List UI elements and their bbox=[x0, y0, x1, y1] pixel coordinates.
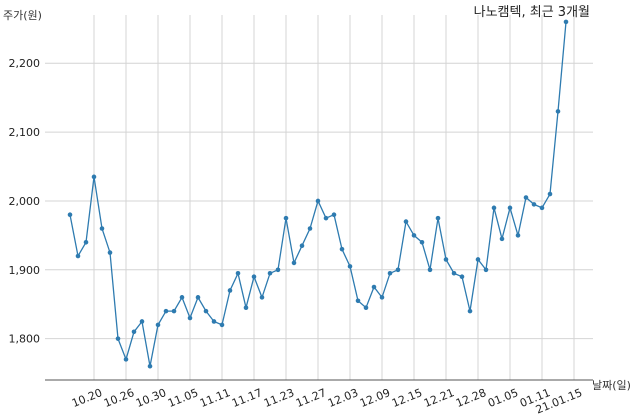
x-tick-labels: 10.2010.2610.3011.0511.1111.1711.2311.27… bbox=[70, 386, 584, 416]
x-tick-label: 11.23 bbox=[262, 386, 296, 410]
y-axis-label: 주가(원) bbox=[3, 9, 42, 22]
data-point bbox=[83, 239, 89, 245]
data-point bbox=[451, 270, 457, 276]
data-point bbox=[395, 267, 401, 273]
data-point bbox=[75, 253, 81, 259]
data-point bbox=[483, 267, 489, 273]
grid bbox=[45, 15, 593, 380]
x-tick-label: 12.03 bbox=[326, 386, 360, 410]
data-point bbox=[331, 212, 337, 218]
data-point bbox=[539, 205, 545, 211]
x-tick-label: 10.20 bbox=[70, 386, 104, 410]
data-point bbox=[355, 298, 361, 304]
data-point bbox=[91, 174, 97, 180]
y-tick-label: 2,200 bbox=[9, 57, 41, 70]
series-points bbox=[67, 19, 569, 369]
data-point bbox=[275, 267, 281, 273]
data-point bbox=[467, 308, 473, 314]
x-tick-label: 01.05 bbox=[486, 386, 520, 410]
data-point bbox=[435, 215, 441, 221]
data-point bbox=[491, 205, 497, 211]
data-point bbox=[123, 357, 129, 362]
data-point bbox=[219, 322, 225, 328]
x-tick-label: 12.28 bbox=[454, 386, 488, 410]
data-point bbox=[323, 215, 329, 221]
data-point bbox=[379, 295, 385, 300]
data-point bbox=[371, 284, 377, 290]
y-tick-label: 1,900 bbox=[9, 264, 41, 277]
data-point bbox=[291, 260, 297, 266]
data-point bbox=[563, 19, 569, 25]
data-point bbox=[307, 226, 313, 231]
x-tick-label: 10.26 bbox=[102, 386, 136, 410]
data-point bbox=[67, 212, 73, 218]
x-axis-label: 날짜(일) bbox=[592, 378, 631, 392]
data-point bbox=[339, 246, 345, 252]
data-point bbox=[203, 308, 209, 314]
data-point bbox=[507, 205, 513, 211]
x-tick-label: 12.15 bbox=[390, 386, 424, 410]
data-point bbox=[315, 198, 321, 204]
y-tick-label: 2,000 bbox=[9, 195, 41, 208]
data-point bbox=[107, 250, 113, 255]
data-point bbox=[243, 305, 249, 310]
data-point bbox=[475, 257, 481, 262]
data-point bbox=[155, 322, 161, 328]
data-point bbox=[531, 202, 537, 207]
data-point bbox=[515, 233, 521, 238]
data-point bbox=[187, 315, 193, 321]
data-point bbox=[267, 270, 273, 276]
data-point bbox=[299, 243, 305, 249]
y-tick-labels: 1,800 1,900 2,000 2,100 2,200 bbox=[9, 57, 41, 345]
data-point bbox=[387, 270, 393, 276]
data-point bbox=[147, 363, 153, 369]
x-tick-label: 11.17 bbox=[230, 386, 264, 410]
data-point bbox=[411, 233, 417, 238]
x-tick-label: 12.09 bbox=[358, 386, 392, 410]
x-tick-label: 11.05 bbox=[166, 386, 200, 410]
x-tick-label: 12.21 bbox=[422, 386, 456, 410]
data-point bbox=[227, 288, 233, 293]
x-tick-label: 10.30 bbox=[134, 386, 168, 410]
data-point bbox=[235, 270, 241, 276]
data-point bbox=[171, 308, 177, 314]
y-tick-label: 2,100 bbox=[9, 126, 41, 139]
data-point bbox=[211, 319, 217, 324]
data-point bbox=[547, 191, 553, 197]
data-point bbox=[179, 295, 185, 300]
chart-title: 나노캠텍, 최근 3개월 bbox=[474, 5, 590, 20]
data-point bbox=[163, 308, 169, 314]
data-point bbox=[195, 295, 201, 300]
data-point bbox=[283, 215, 289, 221]
data-point bbox=[131, 329, 137, 335]
data-point bbox=[459, 274, 465, 279]
data-point bbox=[139, 319, 145, 324]
data-point bbox=[99, 226, 105, 231]
x-tick-label: 11.11 bbox=[198, 386, 232, 410]
y-tick-label: 1,800 bbox=[9, 333, 41, 346]
data-point bbox=[251, 274, 257, 279]
data-point bbox=[419, 239, 425, 245]
data-point bbox=[347, 264, 353, 269]
data-point bbox=[523, 195, 529, 200]
data-point bbox=[363, 305, 369, 310]
data-point bbox=[427, 267, 433, 273]
data-point bbox=[443, 257, 449, 262]
data-point bbox=[403, 219, 409, 224]
data-point bbox=[555, 109, 561, 114]
data-point bbox=[499, 236, 505, 242]
x-tick-label: 11.27 bbox=[294, 386, 328, 410]
data-point bbox=[115, 336, 121, 341]
data-point bbox=[259, 295, 265, 300]
